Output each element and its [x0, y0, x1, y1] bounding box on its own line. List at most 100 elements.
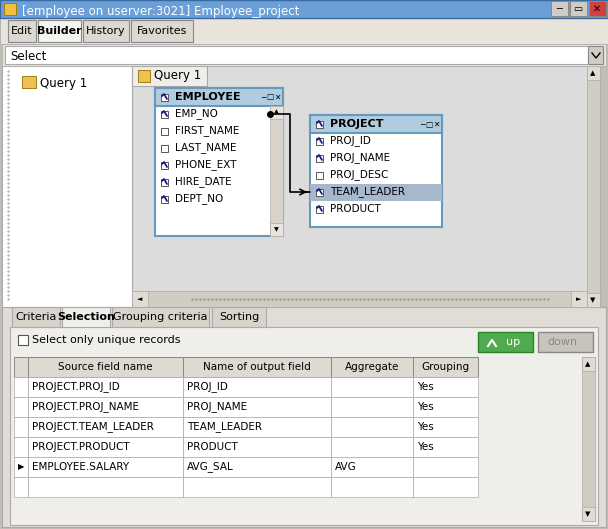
Bar [270, 106, 283, 236]
Text: TEAM_LEADER: TEAM_LEADER [187, 422, 262, 432]
Bar [0, 0, 608, 18]
Text: ─: ─ [556, 4, 562, 14]
Bar [316, 121, 323, 128]
Text: Favorites: Favorites [137, 26, 187, 36]
Bar [571, 291, 587, 307]
Bar [155, 88, 283, 236]
Text: ▲: ▲ [274, 110, 278, 114]
Bar [183, 377, 331, 397]
Text: Yes: Yes [417, 422, 434, 432]
Text: Criteria: Criteria [15, 312, 57, 322]
Text: ▲: ▲ [590, 70, 596, 76]
Text: Edit: Edit [11, 26, 33, 36]
Bar [161, 162, 168, 169]
Text: Grouping criteria: Grouping criteria [112, 312, 207, 322]
Bar [589, 1, 606, 16]
Text: History: History [86, 26, 126, 36]
Text: AVG: AVG [335, 462, 357, 472]
Bar [587, 66, 600, 80]
Text: Query 1: Query 1 [40, 77, 88, 89]
Bar [155, 88, 283, 106]
Text: EMP_NO: EMP_NO [175, 108, 218, 120]
Bar [331, 477, 413, 497]
Bar [131, 20, 193, 42]
Text: PROJ_NAME: PROJ_NAME [187, 402, 247, 413]
Bar [582, 507, 595, 521]
Text: PRODUCT: PRODUCT [330, 204, 381, 214]
Text: ✕: ✕ [593, 4, 601, 14]
Text: PROJECT.PROJ_NAME: PROJECT.PROJ_NAME [32, 402, 139, 413]
Text: HIRE_DATE: HIRE_DATE [175, 177, 232, 187]
Text: Aggregate: Aggregate [345, 362, 399, 372]
Bar [310, 115, 442, 133]
Text: Yes: Yes [417, 442, 434, 452]
Bar [316, 189, 323, 196]
Bar [316, 138, 323, 145]
Text: ✕: ✕ [274, 93, 280, 102]
Text: Select only unique records: Select only unique records [32, 335, 181, 345]
Text: PROJ_ID: PROJ_ID [330, 135, 371, 147]
Text: ▭: ▭ [573, 4, 582, 14]
Bar [212, 307, 266, 327]
Bar [28, 417, 183, 437]
Bar [582, 357, 595, 521]
Bar [413, 457, 478, 477]
Bar [161, 111, 168, 118]
Text: Name of output field: Name of output field [203, 362, 311, 372]
Bar [28, 397, 183, 417]
Bar [331, 377, 413, 397]
Bar [14, 477, 28, 497]
Bar [0, 18, 608, 44]
Text: down: down [547, 337, 577, 347]
Text: PROJ_NAME: PROJ_NAME [330, 152, 390, 163]
Bar [2, 44, 606, 66]
Bar [83, 20, 129, 42]
Bar [161, 145, 168, 152]
Text: Query 1: Query 1 [154, 69, 201, 83]
Text: EMPLOYEE.SALARY: EMPLOYEE.SALARY [32, 462, 129, 472]
Text: ─: ─ [261, 93, 265, 102]
Bar [62, 307, 110, 327]
Text: Yes: Yes [417, 382, 434, 392]
Bar [587, 293, 600, 307]
Bar [331, 437, 413, 457]
Bar [132, 291, 587, 307]
Bar [316, 155, 323, 162]
Bar [14, 377, 28, 397]
Bar [161, 128, 168, 135]
Bar [587, 66, 600, 307]
Text: Builder: Builder [36, 26, 81, 36]
Text: ─: ─ [420, 120, 424, 129]
Bar [8, 20, 36, 42]
Text: [employee on userver:3021] Employee_project: [employee on userver:3021] Employee_proj… [22, 5, 299, 19]
Text: EMPLOYEE: EMPLOYEE [175, 92, 241, 102]
Text: PROJECT: PROJECT [330, 119, 384, 129]
Bar [138, 70, 150, 82]
Bar [161, 179, 168, 186]
Text: FIRST_NAME: FIRST_NAME [175, 125, 240, 136]
Bar [183, 417, 331, 437]
Bar [4, 3, 16, 15]
Bar [28, 357, 183, 377]
Bar [14, 397, 28, 417]
Text: PROJECT.PRODUCT: PROJECT.PRODUCT [32, 442, 130, 452]
Bar [331, 397, 413, 417]
Bar [38, 20, 81, 42]
Bar [588, 46, 603, 64]
Bar [112, 307, 209, 327]
Bar [270, 223, 283, 236]
Text: Grouping: Grouping [421, 362, 469, 372]
Bar [310, 184, 442, 201]
Bar [2, 66, 132, 307]
Bar [18, 335, 28, 345]
Bar [316, 206, 323, 213]
Bar [14, 457, 28, 477]
Bar [183, 437, 331, 457]
Text: TEAM_LEADER: TEAM_LEADER [330, 187, 405, 197]
Text: ✕: ✕ [433, 120, 439, 129]
Bar [331, 457, 413, 477]
Text: Select: Select [10, 50, 46, 62]
Text: Yes: Yes [417, 402, 434, 412]
Bar [183, 357, 331, 377]
Bar [183, 477, 331, 497]
